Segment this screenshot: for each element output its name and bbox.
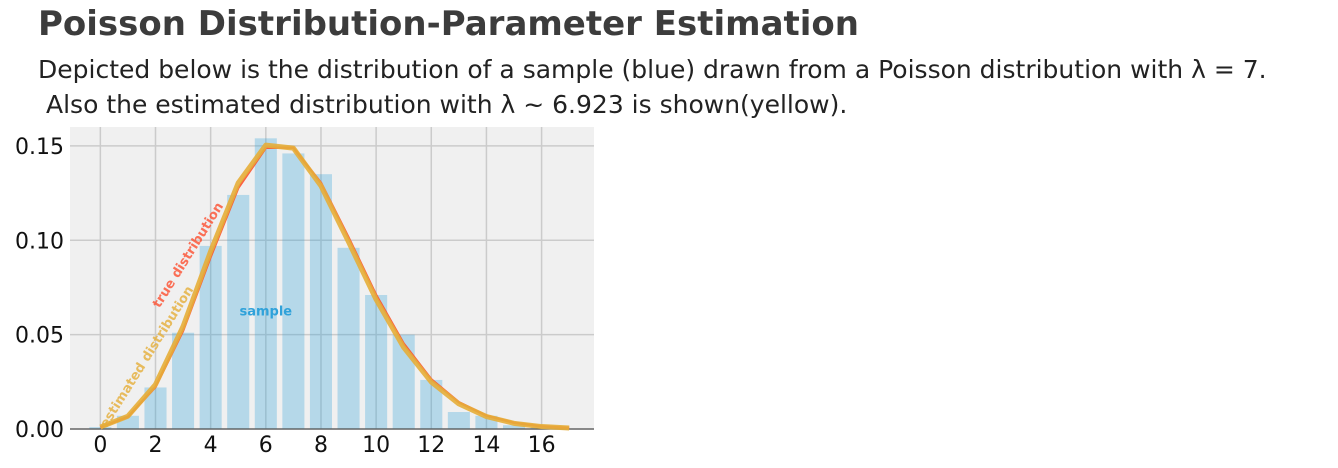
bar-3 <box>172 332 195 429</box>
y-tick-labels: 0.00 0.05 0.10 0.15 <box>15 135 64 443</box>
subtitle-line-1: Depicted below is the distribution of a … <box>38 55 1267 84</box>
x-tick-label-2: 2 <box>148 433 162 458</box>
sample-bars <box>70 138 594 430</box>
bar-7 <box>282 153 305 430</box>
y-tick-label-2: 0.10 <box>15 229 64 254</box>
bar-5 <box>227 194 250 429</box>
y-tick-label-0: 0.00 <box>15 418 64 443</box>
bar-4 <box>199 245 222 429</box>
x-tick-label-10: 10 <box>362 433 390 458</box>
x-tick-label-16: 16 <box>528 433 556 458</box>
x-tick-labels: 0 2 4 6 8 10 12 14 16 <box>93 433 555 458</box>
bar-10 <box>365 294 388 429</box>
bar-13 <box>447 412 470 429</box>
x-tick-label-12: 12 <box>417 433 445 458</box>
distribution-lines <box>99 142 570 431</box>
bar-12 <box>420 379 443 429</box>
x-tick-label-8: 8 <box>314 433 328 458</box>
x-tick-label-0: 0 <box>93 433 107 458</box>
y-tick-label-3: 0.15 <box>15 135 64 160</box>
chart-title: Poisson Distribution-Parameter Estimatio… <box>38 4 859 44</box>
estimated-distribution-line <box>99 142 570 431</box>
subtitle-line-2: Also the estimated distribution with λ ~… <box>46 90 848 119</box>
bar-6 <box>254 138 277 429</box>
bar-9 <box>337 247 360 429</box>
chart-subtitle: Depicted below is the distribution of a … <box>38 52 1267 122</box>
sample-label: sample <box>239 304 292 319</box>
bar-2 <box>144 387 167 429</box>
x-tick-label-14: 14 <box>472 433 500 458</box>
bar-8 <box>309 174 332 429</box>
bar-15 <box>502 425 526 429</box>
y-tick-label-1: 0.05 <box>15 324 64 349</box>
x-tick-label-6: 6 <box>259 433 273 458</box>
x-tick-label-4: 4 <box>204 433 218 458</box>
bar-0 <box>89 427 112 429</box>
